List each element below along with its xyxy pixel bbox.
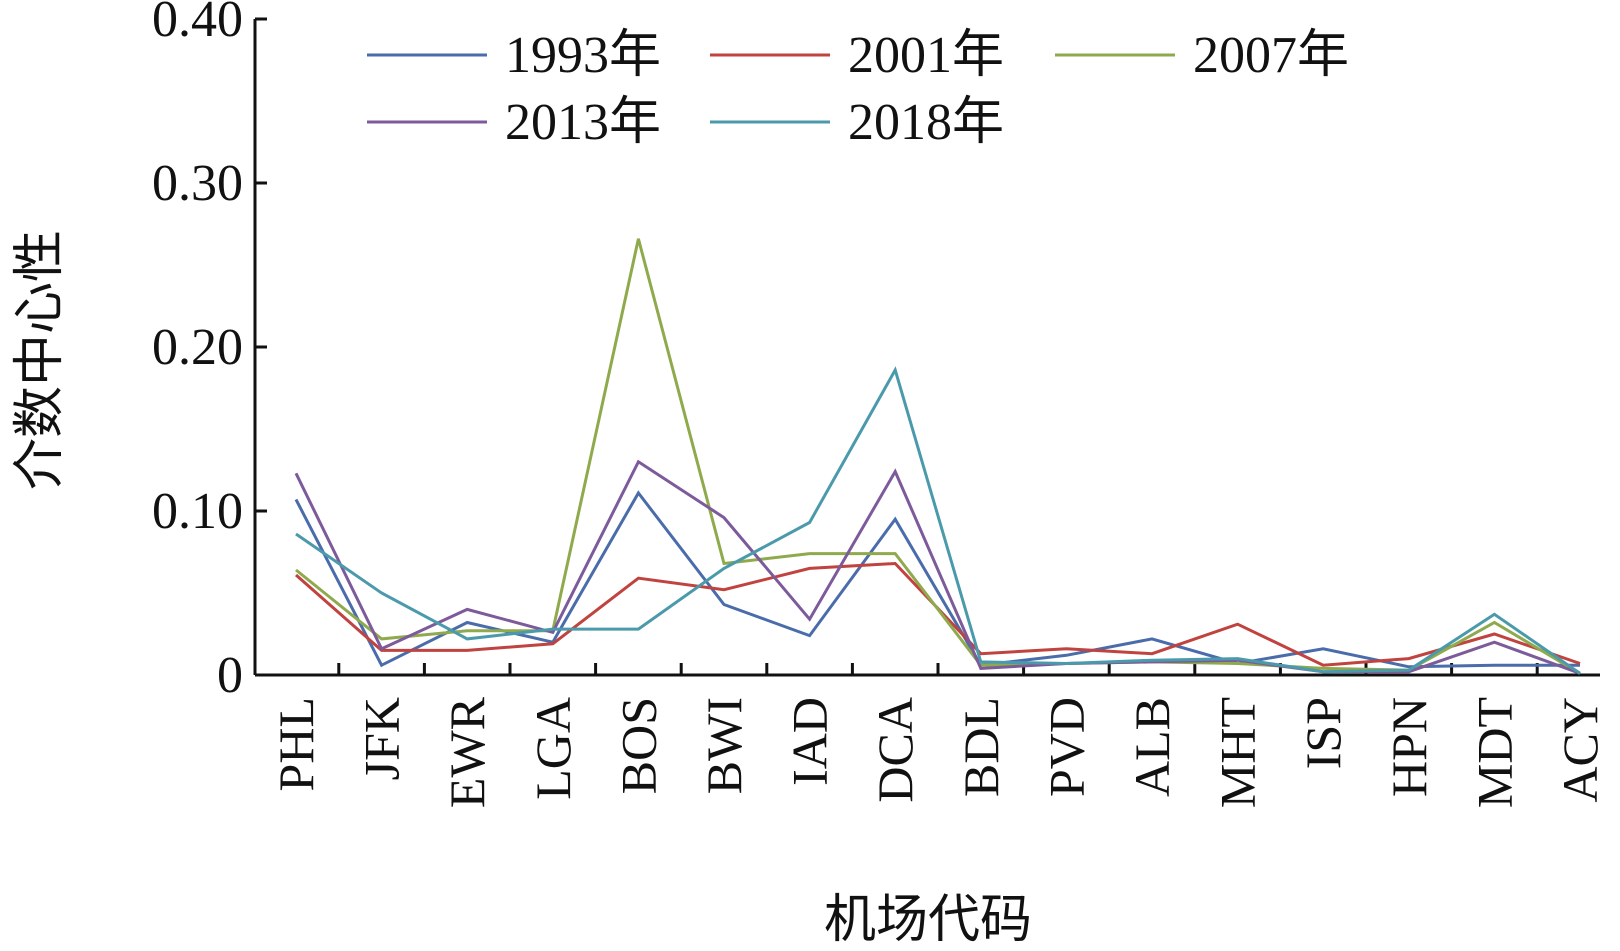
legend-label: 2018年: [848, 94, 1004, 151]
legend-label: 2007年: [1193, 27, 1349, 84]
x-tick-label: JFK: [354, 697, 410, 780]
series-line: [294, 459, 1581, 675]
x-tick-label: MHT: [1210, 697, 1266, 808]
legend-label: 2001年: [848, 27, 1004, 84]
y-tick-label: 0.30: [152, 155, 243, 212]
y-tick-label: 0.40: [152, 0, 243, 48]
y-tick-label: 0.20: [152, 319, 243, 376]
series-lines: [294, 238, 1581, 675]
x-tick-label: IAD: [782, 697, 838, 786]
x-tick-label: EWR: [439, 696, 495, 808]
x-axis-title: 机场代码: [824, 890, 1032, 950]
y-tick-label: 0: [217, 647, 243, 704]
legend: 1993年 2001年 2007年 2013年 2018年: [367, 27, 1349, 151]
y-tick-label: 0.10: [152, 483, 243, 540]
x-tick-label: ACY: [1552, 697, 1608, 803]
x-tick-label: PVD: [1038, 697, 1094, 797]
x-tick-label: PHL: [268, 697, 324, 791]
x-ticks: PHL JFK EWR LGA BOS BWI IAD DCA BDL PVD ALB MHT ISP H…: [268, 663, 1608, 808]
x-tick-label: HPN: [1381, 697, 1437, 797]
y-axis-title: 介数中心性: [10, 230, 70, 490]
series-line: [294, 490, 1580, 669]
series-line: [295, 366, 1581, 675]
y-ticks: 0 0.10 0.20 0.30 0.40: [152, 0, 267, 704]
x-tick-label: BDL: [953, 697, 1009, 797]
x-tick-label: LGA: [525, 697, 581, 800]
x-tick-label: ISP: [1295, 697, 1351, 769]
x-tick-label: BWI: [696, 697, 752, 794]
series-line: [295, 238, 1581, 675]
x-tick-label: BOS: [610, 697, 666, 794]
x-tick-label: DCA: [867, 697, 923, 803]
legend-label: 2013年: [505, 94, 661, 151]
x-tick-label: MDT: [1466, 697, 1522, 808]
legend-label: 1993年: [505, 27, 661, 84]
x-tick-label: ALB: [1124, 697, 1180, 797]
